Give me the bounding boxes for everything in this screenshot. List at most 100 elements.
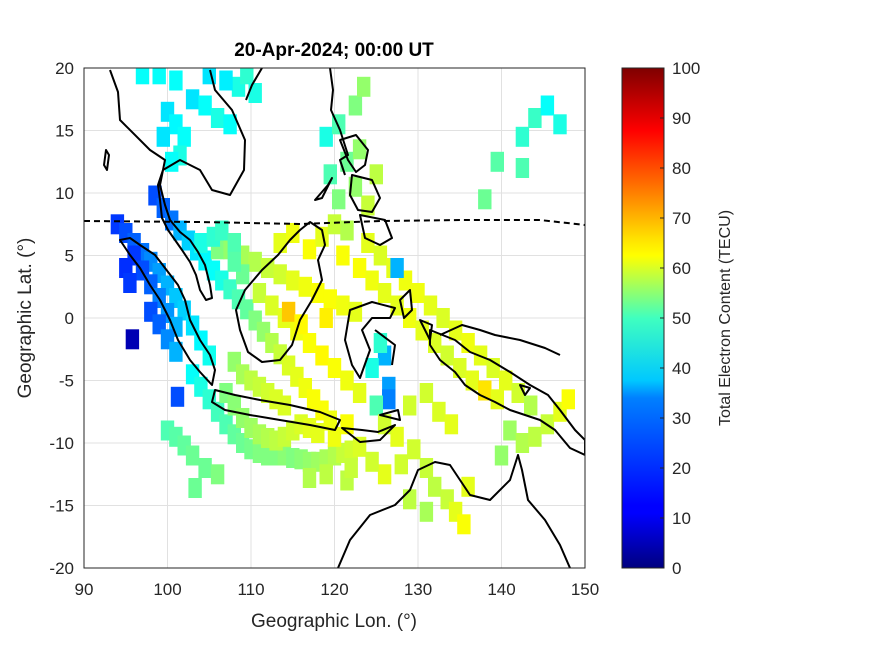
- x-tick-labels: 90 100 110 120 130 140 150: [75, 580, 600, 599]
- tec-cell: [499, 370, 513, 391]
- tec-cell: [286, 223, 300, 243]
- tec-cell: [252, 283, 267, 303]
- y-tick-label: 5: [65, 247, 74, 266]
- tec-cell: [478, 189, 492, 210]
- colorbar-tick-label: 40: [672, 359, 691, 378]
- tec-cell: [419, 383, 434, 403]
- colorbar-tick-labels: 0 10 20 30 40 50 60 70 80 90 100: [672, 59, 700, 578]
- tec-cell: [403, 489, 417, 510]
- tec-cell: [528, 108, 542, 128]
- tec-cell: [373, 333, 388, 353]
- tec-cell: [344, 458, 358, 478]
- tec-cell: [465, 370, 479, 391]
- colorbar-tick-label: 10: [672, 509, 691, 528]
- tec-cell: [298, 276, 312, 297]
- tec-cell: [169, 70, 183, 91]
- tec-cell: [444, 414, 459, 435]
- tec-cell: [323, 164, 337, 185]
- tec-cell: [352, 383, 367, 403]
- tec-cell: [348, 95, 363, 116]
- colorbar-tick-label: 0: [672, 559, 681, 578]
- tec-cell: [336, 295, 350, 316]
- tec-cell: [436, 308, 450, 328]
- tec-cell: [223, 114, 237, 135]
- tec-cell: [503, 420, 517, 441]
- colorbar-tick-label: 80: [672, 159, 691, 178]
- tec-cell: [273, 233, 287, 253]
- y-tick-label: 10: [55, 184, 74, 203]
- tec-cell: [311, 283, 325, 303]
- colorbar-tick-label: 50: [672, 309, 691, 328]
- tec-cell: [177, 126, 191, 147]
- tec-cell: [319, 464, 333, 485]
- tec-cell: [377, 283, 392, 303]
- tec-cell: [123, 273, 137, 293]
- tec-cell: [382, 389, 396, 410]
- tec-cell: [152, 68, 166, 85]
- tec-cell: [423, 295, 438, 316]
- tec-cell: [227, 251, 241, 272]
- tec-cell: [340, 370, 354, 391]
- tec-cell: [210, 464, 225, 485]
- y-tick-label: -15: [49, 497, 74, 516]
- tec-cell: [494, 445, 509, 466]
- x-tick-label: 150: [571, 580, 599, 599]
- tec-cell: [419, 501, 434, 522]
- tec-cell: [365, 270, 379, 291]
- tec-cell: [515, 433, 530, 453]
- tec-cell: [440, 345, 454, 366]
- y-tick-label: -10: [49, 434, 74, 453]
- tec-cell: [457, 514, 471, 535]
- tec-cell: [194, 233, 208, 253]
- tec-cell: [515, 126, 530, 147]
- tec-cell: [403, 395, 417, 416]
- tec-cell: [169, 341, 183, 362]
- tec-cell: [528, 426, 542, 447]
- tec-cell: [453, 358, 467, 378]
- colorbar: [621, 67, 665, 569]
- tec-cell: [202, 68, 216, 85]
- tec-cell: [390, 426, 404, 447]
- colorbar-tick-label: 20: [672, 459, 691, 478]
- tec-cell: [185, 89, 200, 110]
- tec-cell: [352, 139, 367, 160]
- colorbar-tick-label: 60: [672, 259, 691, 278]
- x-tick-label: 100: [153, 580, 181, 599]
- tec-cell: [352, 436, 367, 457]
- tec-cell: [524, 395, 538, 416]
- coastlines: [103, 68, 585, 568]
- tec-cell: [490, 151, 504, 172]
- tec-cell: [411, 283, 425, 303]
- x-tick-label: 140: [487, 580, 515, 599]
- y-axis-label: Geographic Lat. (°): [15, 238, 36, 399]
- tec-cell: [390, 258, 404, 278]
- tec-cell: [210, 108, 225, 128]
- tec-cell: [188, 478, 202, 498]
- tec-cell: [327, 214, 342, 235]
- tec-cell: [403, 308, 417, 328]
- tec-cell: [261, 258, 275, 278]
- colorbar-tick-label: 100: [672, 59, 700, 78]
- colorbar-label: Total Electron Content (TECU): [717, 210, 734, 426]
- tec-cell: [302, 239, 317, 260]
- y-tick-label: -5: [59, 372, 74, 391]
- colorbar-tick-label: 90: [672, 109, 691, 128]
- colorbar-tick-label: 30: [672, 409, 691, 428]
- x-tick-label: 90: [75, 580, 94, 599]
- tec-cell: [156, 126, 170, 147]
- x-axis-label: Geographic Lon. (°): [251, 611, 417, 632]
- y-tick-label: 15: [55, 122, 74, 141]
- tec-cell: [135, 68, 150, 85]
- tec-cell: [215, 220, 229, 241]
- colorbar-tick-label: 70: [672, 209, 691, 228]
- tec-cell: [273, 264, 287, 285]
- tec-cell: [248, 251, 262, 272]
- tec-cell: [432, 401, 446, 422]
- tec-cell: [125, 329, 140, 350]
- tec-cell: [361, 233, 375, 253]
- tec-cell: [394, 454, 408, 475]
- tec-cell: [327, 358, 342, 378]
- tec-cell: [286, 270, 300, 291]
- tec-cell: [377, 414, 392, 435]
